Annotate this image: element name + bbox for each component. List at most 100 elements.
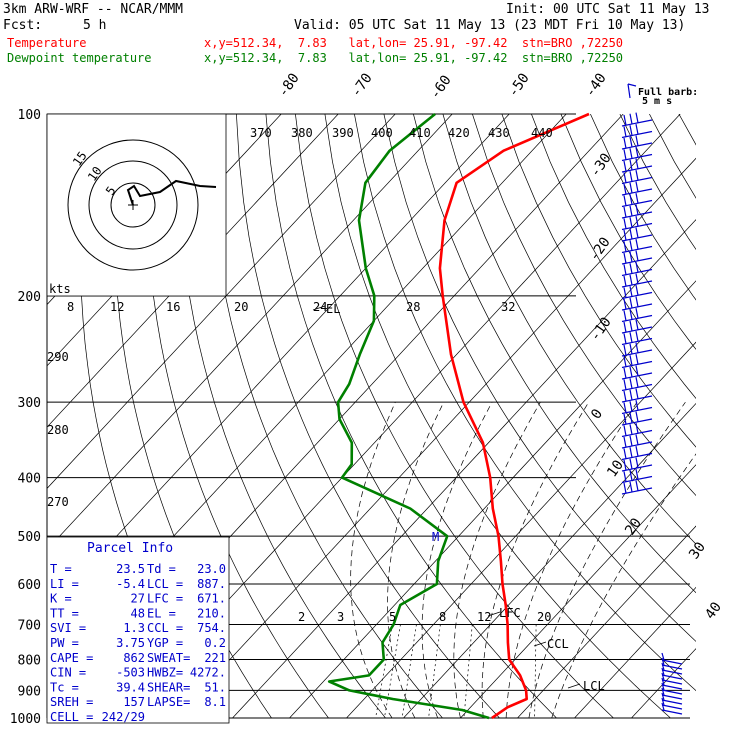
isotherm-label: 30 <box>686 539 709 562</box>
wind-barb <box>621 165 653 173</box>
moist-adiabat <box>350 402 396 718</box>
wind-barb <box>635 123 639 135</box>
wind-barb <box>635 238 639 250</box>
wind-barb <box>621 406 653 415</box>
moist-adiabat <box>453 402 541 718</box>
wind-barb <box>661 704 683 710</box>
wind-barb <box>635 480 639 491</box>
wind-barb <box>629 320 633 332</box>
wind-barb <box>635 215 639 227</box>
forecast-label: Fcst: <box>3 18 43 33</box>
wind-barb <box>629 194 633 205</box>
hodograph-ring-label: 15 <box>70 149 90 169</box>
parcel-info-value: 242/29 <box>102 710 145 724</box>
dry-adiabat <box>708 114 740 718</box>
wind-barb <box>623 402 627 413</box>
wind-barb <box>621 234 653 242</box>
wind-barb <box>621 429 653 438</box>
wind-barb <box>621 395 653 403</box>
wind-barb <box>635 411 639 422</box>
parcel-info-value: 157 <box>123 695 145 709</box>
wind-barb <box>629 148 633 159</box>
parcel-info-value: 1.3 <box>123 621 145 635</box>
parcel-info-label: Tc = <box>50 680 79 694</box>
wind-barb <box>623 459 627 471</box>
wind-barb <box>621 222 653 231</box>
parcel-info-value: 210. <box>197 606 226 620</box>
mixing-ratio-label: 20 <box>537 610 551 624</box>
wind-barb <box>635 135 639 146</box>
parcel-info-label: CIN = <box>50 666 86 680</box>
isotherm-line <box>403 402 696 718</box>
mixing-ratio-line <box>534 624 537 718</box>
wind-barb <box>661 699 683 705</box>
parcel-info-value: 39.4 <box>116 680 145 694</box>
isotherm-line <box>47 114 339 428</box>
mixing-ratio-line <box>401 624 417 718</box>
mixing-ratio-line <box>463 624 473 718</box>
parcel-info-value: 27 <box>131 592 145 606</box>
model-title: 3km ARW-WRF -- NCAR/MMM <box>3 2 184 17</box>
wind-barb <box>661 689 683 695</box>
isotherm-label: -30 <box>587 150 615 180</box>
isotherm-label: -60 <box>427 72 455 102</box>
parcel-info-label: YGP = <box>147 636 183 650</box>
mixing-ratio-line <box>384 624 401 718</box>
wind-barb <box>621 349 653 357</box>
parcel-info-label: SWEAT= <box>147 651 190 665</box>
wind-barb <box>621 130 653 139</box>
wind-barb <box>661 709 683 715</box>
isotherm-label: -20 <box>586 234 614 264</box>
dry-adiabat <box>206 114 443 718</box>
level-label: LCL <box>583 679 605 693</box>
wind-barb <box>621 153 653 162</box>
wind-barb <box>623 356 627 367</box>
pressure-tick-label: 800 <box>18 653 41 668</box>
wind-barb <box>629 125 633 136</box>
wind-barb <box>661 687 665 696</box>
isotherm-label: 40 <box>702 599 725 622</box>
parcel-info-label: LI = <box>50 577 79 591</box>
wind-barb <box>623 425 627 436</box>
wind-barb <box>629 447 633 458</box>
parcel-info-value: -5.4 <box>116 577 145 591</box>
parcel-info-label: SHEAR= <box>147 680 190 694</box>
wind-barb <box>661 667 665 676</box>
level-pointer <box>487 611 501 617</box>
dry-adiabat <box>619 114 696 250</box>
parcel-info-value: 754. <box>197 621 226 635</box>
wind-barb <box>621 211 653 219</box>
moist-adiabat <box>551 453 696 718</box>
wind-barb <box>623 310 627 321</box>
parcel-info-value: 3.75 <box>116 636 145 650</box>
parcel-info-value: 48 <box>131 606 145 620</box>
mixing-ratio-label: 20 <box>234 300 248 314</box>
isotherm-label: -80 <box>275 70 303 100</box>
theta-label: 430 <box>488 126 510 140</box>
theta-label: 290 <box>47 350 69 364</box>
mixing-ratio-label: 8 <box>439 610 446 624</box>
moist-adiabat <box>505 402 638 718</box>
wind-barb <box>635 445 639 457</box>
wind-barb <box>661 682 665 691</box>
wind-barb <box>621 337 653 346</box>
wind-barb <box>635 434 639 445</box>
wind-barb <box>629 332 633 343</box>
wind-barb <box>621 475 653 484</box>
dry-adiabat <box>383 114 696 642</box>
wind-barb <box>629 297 633 309</box>
wind-barb <box>621 418 653 426</box>
dry-adiabat <box>442 114 696 545</box>
parcel-info-value: 23.0 <box>197 562 226 576</box>
dry-adiabat <box>531 114 696 399</box>
wind-barb <box>621 487 653 495</box>
wind-barb <box>621 303 653 311</box>
wind-barb <box>621 199 653 208</box>
wind-barb <box>635 158 639 169</box>
wind-barb <box>635 296 639 307</box>
wind-barb <box>623 448 627 459</box>
wind-barb <box>621 257 653 265</box>
wind-barb <box>621 245 653 254</box>
sounding-series <box>327 112 590 720</box>
